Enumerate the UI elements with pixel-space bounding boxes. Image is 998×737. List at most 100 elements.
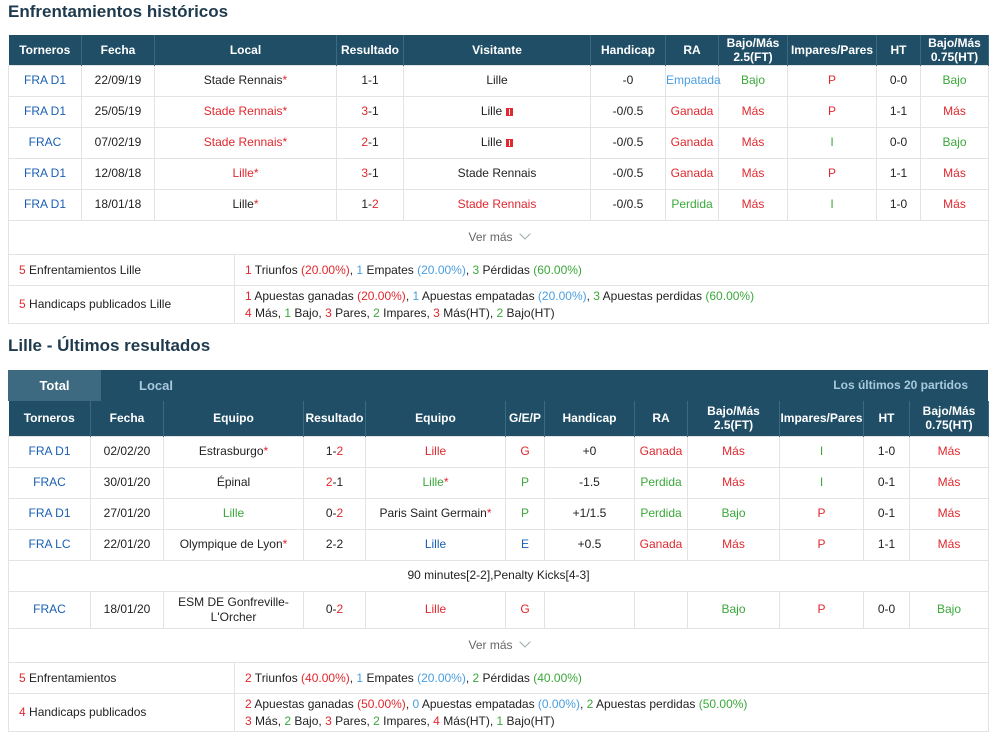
summary-values: 2 Triunfos (40.00%), 1 Empates (20.00%),… (234, 662, 989, 694)
home-team[interactable]: Stade Rennais* (154, 126, 337, 159)
half-time-score: 0-1 (863, 466, 910, 499)
tab-local[interactable]: Local (139, 378, 173, 393)
h2h-summary: 5 Enfrentamientos Lille 1 Triunfos (20.0… (8, 254, 989, 324)
over-under-ht: Más (920, 95, 989, 128)
handicap: +0 (544, 435, 635, 468)
col-header: Impares/Pares (787, 35, 877, 65)
match-date: 07/02/19 (81, 126, 155, 159)
match-result[interactable]: 2-2 (303, 528, 366, 561)
summary-values: 1 Triunfos (20.00%), 1 Empates (20.00%),… (234, 254, 989, 286)
h2h-header-row: Torneros Fecha Local Resultado Visitante… (8, 35, 989, 65)
col-header: Equipo (163, 401, 304, 436)
summary-label: 5 Enfrentamientos (8, 662, 235, 694)
away-team[interactable]: Lille (403, 126, 591, 159)
red-card-icon (506, 139, 514, 147)
home-team[interactable]: Estrasburgo* (163, 435, 304, 468)
match-result[interactable]: 1-2 (336, 188, 404, 221)
match-result[interactable]: 1-2 (303, 435, 366, 468)
over-under-ht: Más (909, 435, 989, 468)
col-header: Torneros (8, 35, 82, 65)
match-date: 22/01/20 (90, 528, 164, 561)
away-team[interactable]: Lille (365, 435, 506, 468)
tournament-link[interactable]: FRAC (8, 590, 91, 629)
over-under-ht: Bajo (920, 64, 989, 97)
col-header: HT (876, 35, 921, 65)
match-outcome: P (505, 497, 545, 530)
away-team[interactable]: Lille (403, 64, 591, 97)
match-date: 02/02/20 (90, 435, 164, 468)
over-under-ht: Más (909, 528, 989, 561)
table-row: FRAC 18/01/20 ESM DE Gonfreville- L'Orche… (8, 590, 989, 629)
table-row: FRA LC 22/01/20 Olympique de Lyon* 2-2 Lille… (8, 528, 989, 561)
tournament-link[interactable]: FRAC (8, 466, 91, 499)
col-header: Resultado (303, 401, 366, 436)
away-team[interactable]: Stade Rennais (403, 188, 591, 221)
tournament-link[interactable]: FRA D1 (8, 157, 82, 190)
half-time-score: 1-0 (863, 435, 910, 468)
match-result[interactable]: 3-1 (336, 95, 404, 128)
ver-mas-label: Ver más (468, 229, 513, 244)
home-team[interactable]: Stade Rennais* (154, 64, 337, 97)
col-header: RA (634, 401, 688, 436)
home-team[interactable]: Épinal (163, 466, 304, 499)
away-team[interactable]: Stade Rennais (403, 157, 591, 190)
away-team[interactable]: Lille (403, 95, 591, 128)
table-row: FRA D1 22/09/19 Stade Rennais* 1-1 Lille -0 Em… (8, 64, 989, 97)
match-outcome: E (505, 528, 545, 561)
home-team[interactable]: Lille* (154, 188, 337, 221)
col-header: HT (863, 401, 910, 436)
ra-result: Perdida (665, 188, 719, 221)
half-time-score: 0-0 (876, 126, 921, 159)
tournament-link[interactable]: FRA LC (8, 528, 91, 561)
match-date: 27/01/20 (90, 497, 164, 530)
ver-mas-button[interactable]: Ver más (8, 627, 989, 663)
away-team[interactable]: Lille (365, 590, 506, 629)
match-outcome: P (505, 466, 545, 499)
match-date: 22/09/19 (81, 64, 155, 97)
over-under-ft: Bajo (687, 497, 780, 530)
tournament-link[interactable]: FRA D1 (8, 435, 91, 468)
home-team[interactable]: Olympique de Lyon* (163, 528, 304, 561)
ver-mas-button[interactable]: Ver más (8, 219, 989, 255)
summary-row: 5 Enfrentamientos Lille 1 Triunfos (20.0… (8, 254, 989, 286)
last-matches-selector[interactable]: Los últimos 20 partidos (833, 378, 968, 392)
home-team[interactable]: Lille (163, 497, 304, 530)
handicap: -0 (590, 64, 666, 97)
odd-even: I (787, 188, 877, 221)
match-result[interactable]: 1-1 (336, 64, 404, 97)
tab-total[interactable]: Total (8, 370, 101, 401)
tournament-link[interactable]: FRAC (8, 126, 82, 159)
match-result[interactable]: 2-1 (303, 466, 366, 499)
col-header: RA (665, 35, 719, 65)
tournament-link[interactable]: FRA D1 (8, 497, 91, 530)
handicap: -0/0.5 (590, 95, 666, 128)
away-team[interactable]: Lille (365, 528, 506, 561)
tournament-link[interactable]: FRA D1 (8, 64, 82, 97)
over-under-ft: Más (687, 528, 780, 561)
odd-even: P (787, 95, 877, 128)
match-result[interactable]: 0-2 (303, 497, 366, 530)
handicap: -0/0.5 (590, 126, 666, 159)
half-time-score: 1-1 (876, 157, 921, 190)
match-result[interactable]: 2-1 (336, 126, 404, 159)
home-team[interactable]: Stade Rennais* (154, 95, 337, 128)
ra-result: Perdida (634, 466, 688, 499)
over-under-ht: Bajo (909, 590, 989, 629)
tab-bar: Total Local Los últimos 20 partidos (8, 370, 988, 401)
table-row: FRAC 30/01/20 Épinal 2-1 Lille* P -1.5 Perdida M… (8, 466, 989, 499)
match-result[interactable]: 3-1 (336, 157, 404, 190)
col-header: Bajo/Más 2.5(FT) (718, 35, 788, 65)
home-team[interactable]: Lille* (154, 157, 337, 190)
match-result[interactable]: 0-2 (303, 590, 366, 629)
half-time-score: 0-1 (863, 497, 910, 530)
tournament-link[interactable]: FRA D1 (8, 95, 82, 128)
away-team[interactable]: Paris Saint Germain* (365, 497, 506, 530)
col-header: G/E/P (505, 401, 545, 436)
col-header: Visitante (403, 35, 591, 65)
summary-label: 4 Handicaps publicados (8, 693, 235, 732)
tournament-link[interactable]: FRA D1 (8, 188, 82, 221)
chevron-down-icon (518, 227, 531, 240)
ver-mas-label: Ver más (468, 637, 513, 652)
home-team[interactable]: ESM DE Gonfreville- L'Orcher (163, 590, 304, 629)
away-team[interactable]: Lille* (365, 466, 506, 499)
